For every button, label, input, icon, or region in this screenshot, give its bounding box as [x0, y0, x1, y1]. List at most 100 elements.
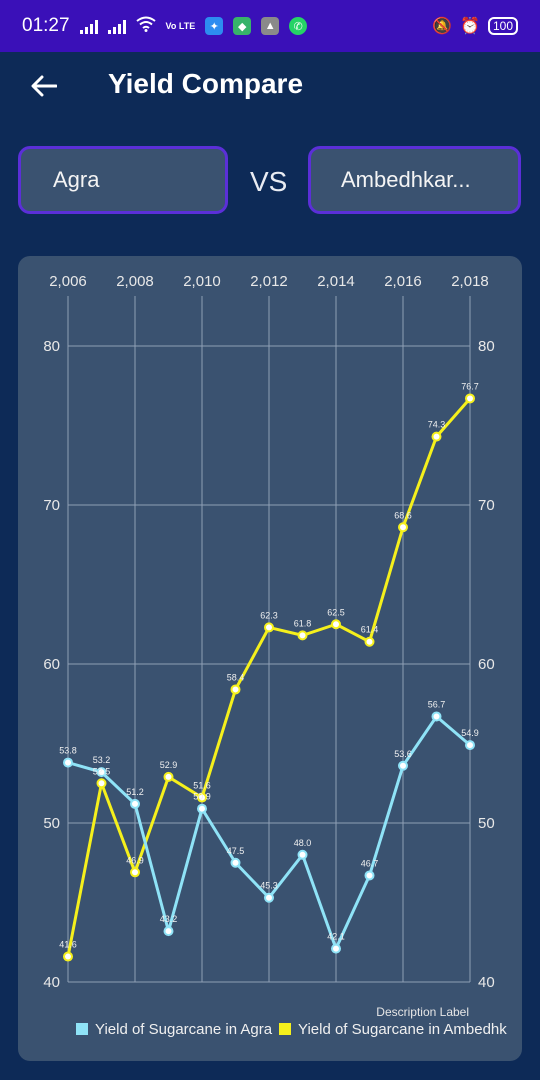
data-label: 56.7 [428, 699, 446, 709]
data-label: 42.1 [327, 932, 345, 942]
legend-swatch-ambedhkar [279, 1023, 291, 1035]
x-tick-label: 2,018 [451, 273, 489, 290]
data-point [230, 684, 241, 695]
y-tick-label-right: 80 [478, 338, 495, 355]
status-time: 01:27 [22, 15, 70, 36]
data-label: 53.6 [394, 749, 412, 759]
data-label: 46.7 [361, 858, 379, 868]
right-district-select[interactable]: Ambedhkar... [308, 146, 521, 214]
data-label: 61.8 [294, 618, 312, 628]
legend-label-ambedhkar: Yield of Sugarcane in Ambedhk [298, 1021, 507, 1038]
files-app-icon: ◆ [233, 17, 252, 35]
y-tick-label-right: 60 [478, 656, 495, 673]
data-label: 46.9 [126, 855, 144, 865]
yield-line-chart[interactable]: 2,006 2,008 2,010 2,012 2,014 2,016 2,018 40 40… [18, 256, 522, 1061]
data-point [398, 760, 408, 771]
data-point [163, 926, 174, 937]
data-point [331, 943, 341, 954]
chart-legend: Yield of Sugarcane in Agra Yield of Sugar… [76, 1021, 507, 1038]
data-label: 52.5 [93, 766, 111, 776]
data-point [63, 951, 73, 962]
data-point [297, 630, 308, 641]
battery-icon: 100 [487, 17, 518, 35]
x-tick-label: 2,012 [250, 273, 288, 290]
data-point [130, 798, 140, 809]
data-label: 74.3 [428, 420, 446, 430]
status-left: 01:27 Vo LTE ✦ ◆ ▲ ✆ [22, 15, 308, 37]
data-label: 62.3 [260, 610, 278, 620]
data-label: 76.7 [461, 381, 479, 391]
data-point [431, 431, 442, 442]
y-tick-label-left: 40 [43, 974, 60, 991]
data-label: 50.9 [193, 792, 211, 802]
legend-swatch-agra [76, 1023, 88, 1035]
y-tick-label-right: 40 [478, 974, 495, 991]
alarm-icon: ⏰ [460, 18, 480, 35]
data-label: 48.0 [294, 838, 312, 848]
data-label: 43.2 [160, 914, 178, 924]
y-axis-ticks: 40 40 50 50 60 60 70 70 80 80 [43, 338, 494, 991]
data-point [431, 711, 442, 722]
data-point [264, 892, 274, 903]
y-tick-label-left: 60 [43, 656, 60, 673]
data-point [297, 849, 308, 860]
y-tick-label-left: 50 [43, 815, 60, 832]
data-label: 68.6 [394, 510, 412, 520]
back-arrow-icon[interactable] [28, 70, 60, 102]
signal-icon-2 [107, 18, 126, 34]
left-district-select[interactable]: Agra [18, 146, 228, 214]
page-title: Yield Compare [108, 68, 304, 99]
data-label: 61.4 [361, 625, 379, 635]
x-tick-label: 2,016 [384, 273, 422, 290]
data-labels: 41.6 52.5 46.9 52.9 51.6 58.4 62.3 61.8 62.5 61.4… [59, 381, 479, 949]
data-point [197, 803, 207, 814]
y-tick-label-right: 50 [478, 815, 495, 832]
status-right: 🔕 ⏰ 100 [432, 16, 518, 36]
status-bar: 01:27 Vo LTE ✦ ◆ ▲ ✆ 🔕 ⏰ 100 [0, 0, 540, 52]
x-tick-label: 2,006 [49, 273, 87, 290]
data-point [465, 393, 475, 404]
mute-icon: 🔕 [432, 18, 453, 35]
vs-label: VS [250, 166, 288, 197]
data-point [364, 636, 375, 647]
data-label: 54.9 [461, 728, 479, 738]
data-label: 58.4 [227, 672, 245, 682]
x-tick-label: 2,014 [317, 273, 355, 290]
data-point [264, 622, 274, 633]
x-axis-ticks: 2,006 2,008 2,010 2,012 2,014 2,016 2,018 [49, 273, 489, 290]
volte-icon: Vo LTE [165, 20, 196, 31]
legend-label-agra: Yield of Sugarcane in Agra [95, 1021, 273, 1038]
data-label: 51.6 [193, 781, 211, 791]
y-tick-label-left: 70 [43, 497, 60, 514]
data-point [465, 740, 475, 751]
data-point [96, 767, 107, 778]
whatsapp-icon: ✆ [289, 17, 308, 35]
x-tick-label: 2,010 [183, 273, 221, 290]
description-label: Description Label [376, 1005, 469, 1019]
data-point [364, 870, 375, 881]
data-point [398, 522, 408, 533]
data-point [96, 778, 107, 789]
data-label: 41.6 [59, 940, 77, 950]
maps-app-icon: ▲ [261, 17, 280, 35]
series-points [63, 393, 475, 962]
data-label: 51.2 [126, 787, 144, 797]
data-point [230, 857, 241, 868]
data-label: 47.5 [227, 846, 245, 856]
app-bar: Yield Compare [0, 52, 540, 118]
data-point [197, 792, 207, 803]
data-point [331, 619, 341, 630]
data-point [163, 771, 174, 782]
y-tick-label-right: 70 [478, 497, 495, 514]
chart-grid [67, 296, 471, 983]
x-tick-label: 2,008 [116, 273, 154, 290]
chart-card: 2,006 2,008 2,010 2,012 2,014 2,016 2,018 40 40… [18, 256, 522, 1061]
data-label: 53.2 [93, 755, 111, 765]
data-label: 53.8 [59, 746, 77, 756]
wifi-icon [135, 16, 156, 37]
data-label: 45.3 [260, 881, 278, 891]
data-point [130, 867, 140, 878]
data-label: 52.9 [160, 760, 178, 770]
data-label: 62.5 [327, 607, 345, 617]
bluetooth-app-icon: ✦ [205, 17, 224, 35]
